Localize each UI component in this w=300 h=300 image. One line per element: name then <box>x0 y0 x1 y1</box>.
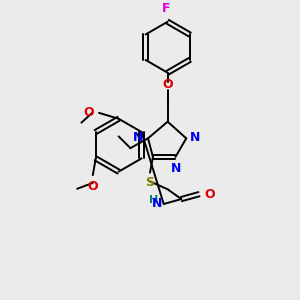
Text: N: N <box>152 197 163 211</box>
Text: N: N <box>171 162 182 175</box>
Text: N: N <box>190 131 200 144</box>
Text: S: S <box>146 176 154 189</box>
Text: O: O <box>88 180 98 193</box>
Text: O: O <box>83 106 94 119</box>
Text: F: F <box>161 2 170 15</box>
Text: H: H <box>148 195 158 205</box>
Text: O: O <box>205 188 215 201</box>
Text: O: O <box>162 78 173 91</box>
Text: N: N <box>133 131 143 144</box>
